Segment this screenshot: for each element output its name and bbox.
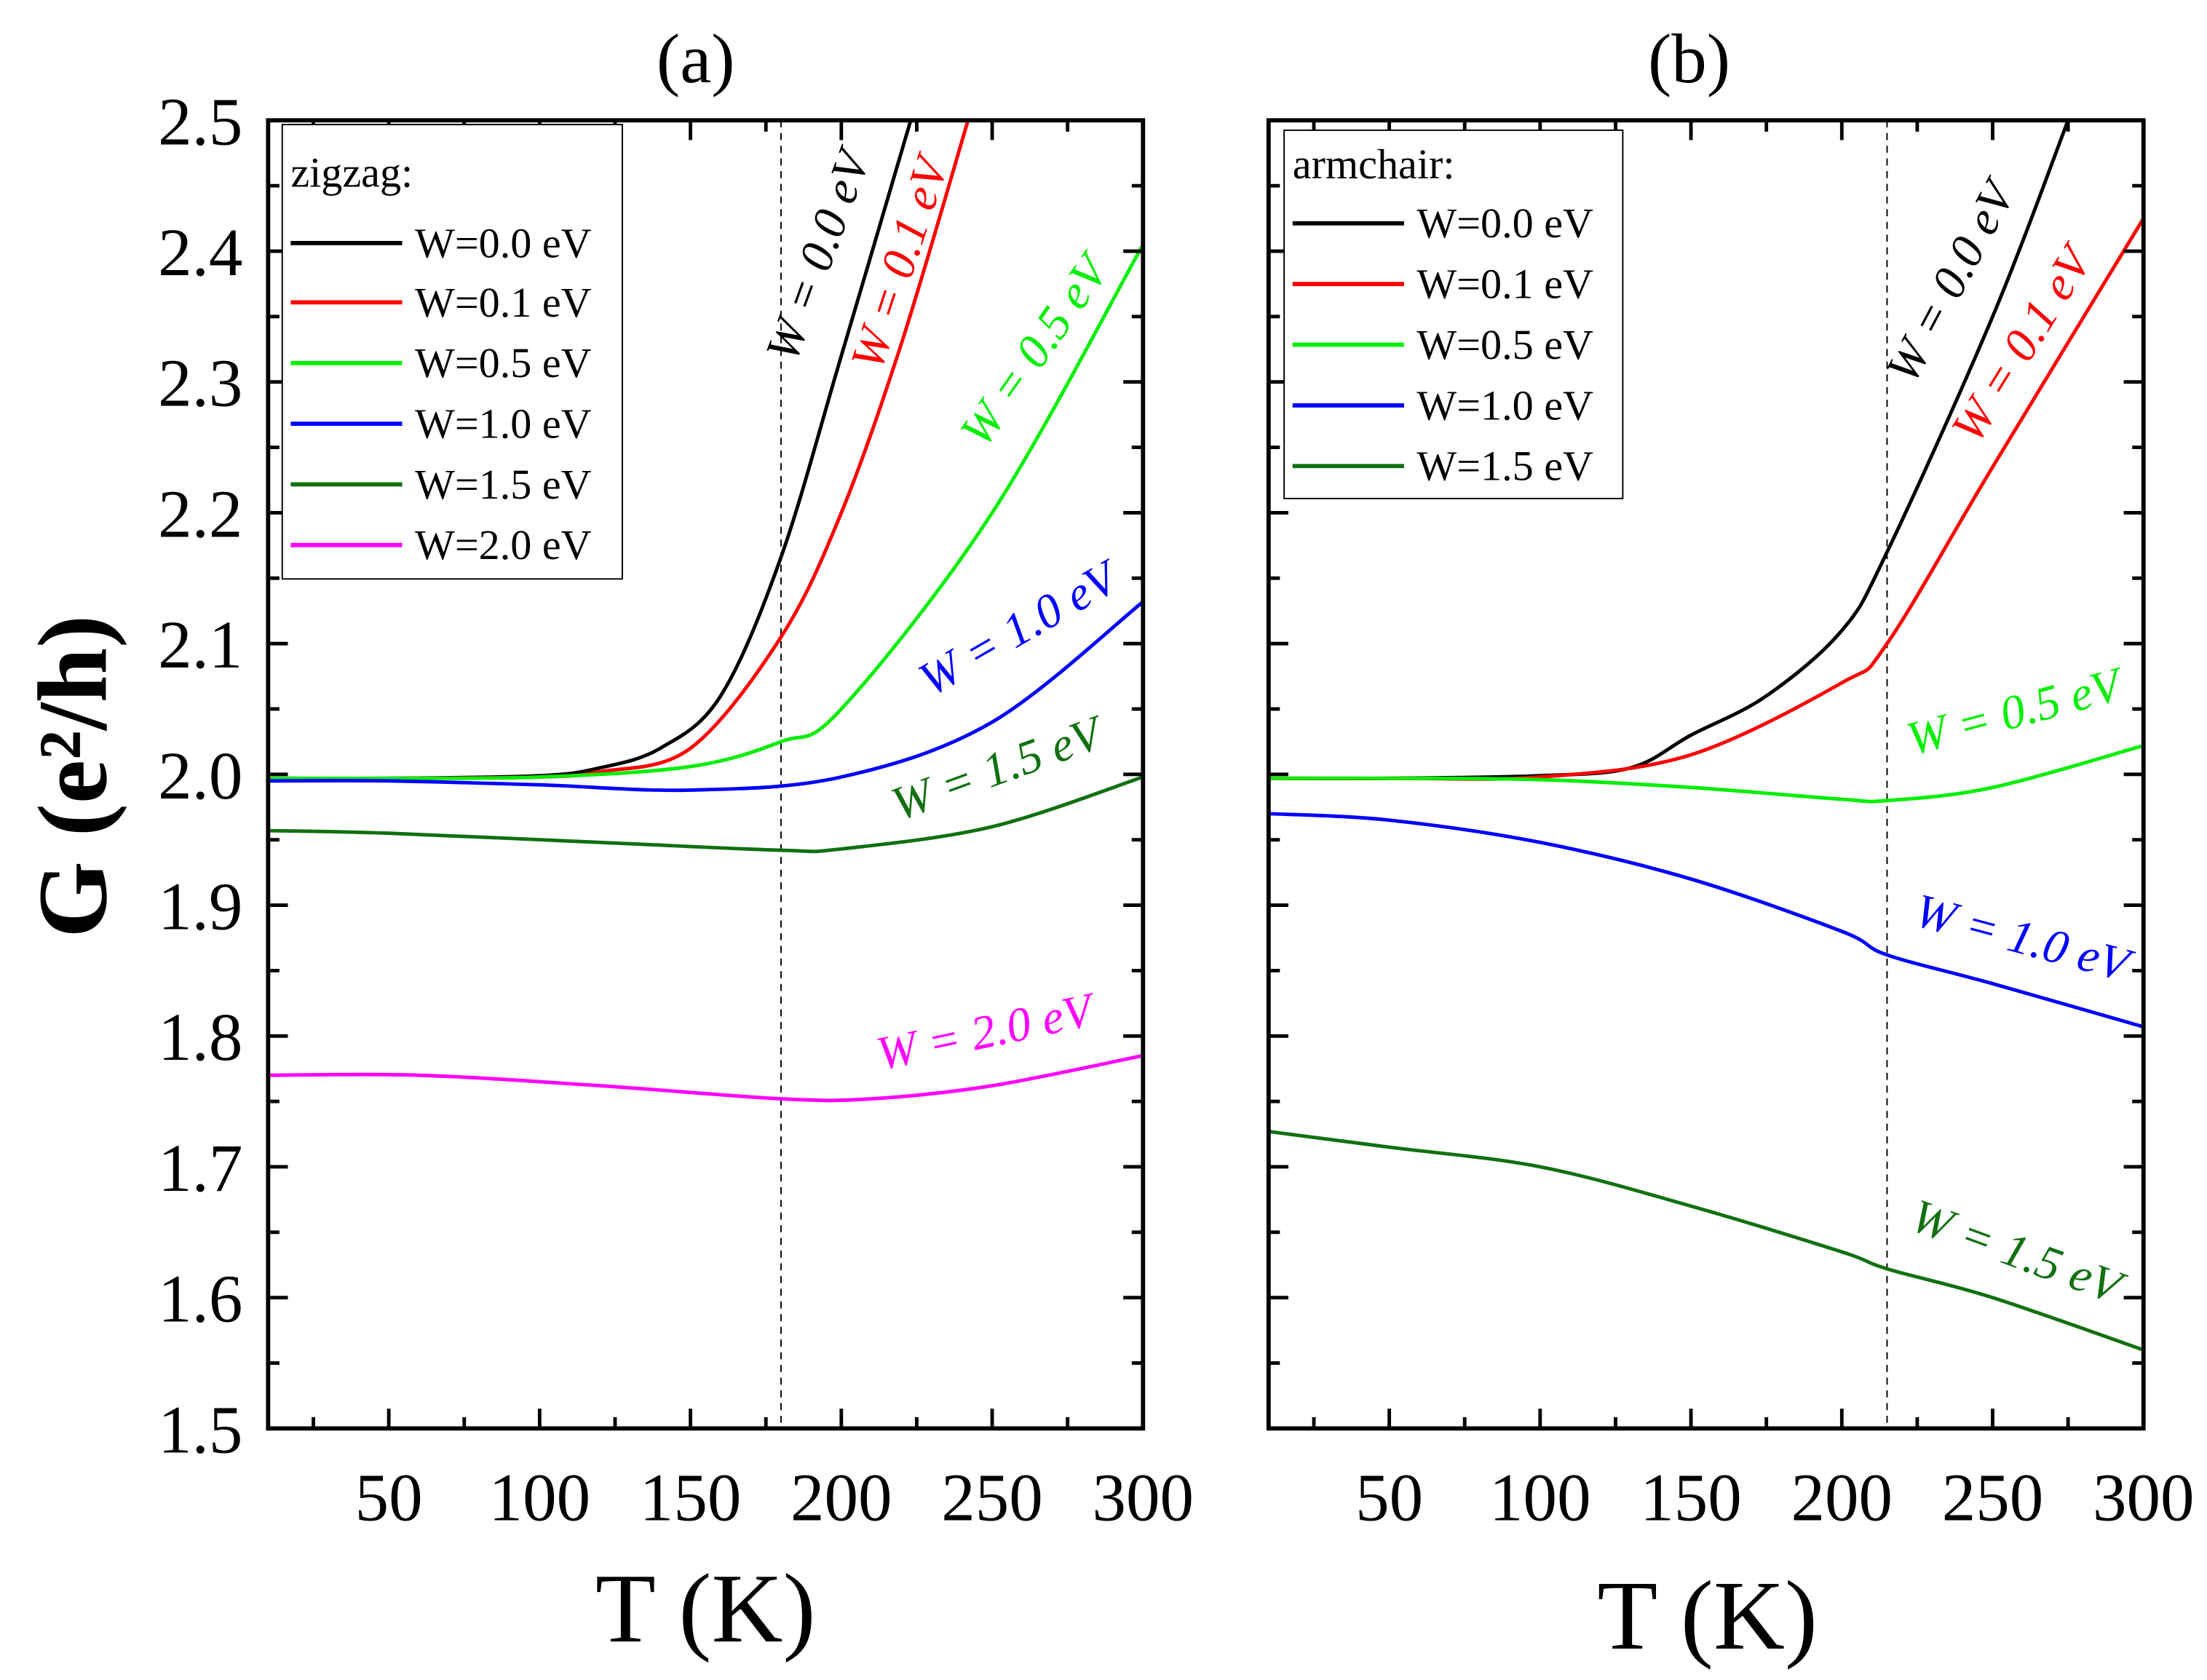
series-annotation: W = 1.5 eV bbox=[1904, 1189, 2133, 1316]
legend-box bbox=[281, 124, 623, 580]
series-line-W=1.0 eV bbox=[268, 600, 1144, 793]
y-tick-label: 1.9 bbox=[158, 870, 242, 945]
series-line-W=1.5 eV bbox=[1268, 1130, 2144, 1352]
panel-a: W = 0.0 eVW = 0.1 eVW = 0.5 eVW = 1.0 eV… bbox=[158, 84, 1194, 1535]
series-line-W=2.0 eV bbox=[268, 1053, 1144, 1103]
y-tick-label: 1.7 bbox=[158, 1131, 242, 1206]
legend-entry: W=1.0 eV bbox=[415, 400, 592, 447]
y-tick-label: 2.4 bbox=[158, 215, 242, 290]
x-tick-label: 250 bbox=[1942, 1460, 2044, 1535]
legend-entry: W=1.5 eV bbox=[1416, 443, 1593, 490]
x-tick-label: 200 bbox=[1791, 1460, 1893, 1535]
legend-entry: W=1.5 eV bbox=[415, 461, 592, 508]
x-tick-label: 150 bbox=[1640, 1460, 1742, 1535]
x-tick-label: 100 bbox=[1489, 1460, 1591, 1535]
y-tick-label: 2.5 bbox=[158, 84, 242, 159]
x-tick-label: 50 bbox=[355, 1460, 423, 1535]
x-tick-label: 100 bbox=[489, 1460, 591, 1535]
x-tick-label: 50 bbox=[1355, 1460, 1423, 1535]
y-tick-label: 2.0 bbox=[158, 739, 242, 814]
series-annotation: W = 0.5 eV bbox=[950, 242, 1122, 456]
x-tick-label: 250 bbox=[941, 1460, 1043, 1535]
x-tick-label: 300 bbox=[2093, 1460, 2195, 1535]
panel-a-title: (a) bbox=[657, 20, 735, 98]
series-annotation: W = 1.5 eV bbox=[884, 705, 1113, 831]
legend-entry: W=0.0 eV bbox=[1416, 199, 1593, 247]
x-tick-label: 300 bbox=[1092, 1460, 1194, 1535]
y-tick-label: 1.5 bbox=[158, 1392, 242, 1467]
series-line-W=0.5 eV bbox=[268, 243, 1144, 780]
legend-title: zigzag: bbox=[290, 148, 413, 196]
y-tick-label: 1.6 bbox=[158, 1262, 242, 1337]
y-tick-label: 2.3 bbox=[158, 346, 242, 421]
series-line-W=1.0 eV bbox=[1268, 812, 2144, 1029]
series-annotation: W = 0.5 eV bbox=[1901, 657, 2131, 766]
y-axis-label: G (e²/h) bbox=[18, 615, 127, 938]
y-tick-label: 2.2 bbox=[158, 477, 242, 552]
series-annotation: W = 1.0 eV bbox=[1909, 884, 2139, 993]
panel-b: W = 0.0 eVW = 0.1 eVW = 0.5 eVW = 1.0 eV… bbox=[1266, 118, 2195, 1535]
x-tick-label: 200 bbox=[791, 1460, 892, 1535]
panel-b-x-axis-label: T (K) bbox=[1597, 1561, 1818, 1671]
series-annotation: W = 1.0 eV bbox=[910, 549, 1130, 707]
series-line-W=0.5 eV bbox=[1268, 743, 2144, 804]
legend-entry: W=2.0 eV bbox=[415, 521, 592, 568]
legend-box bbox=[1283, 129, 1624, 499]
legend-entry: W=0.5 eV bbox=[1416, 321, 1593, 368]
y-tick-label: 2.1 bbox=[158, 608, 242, 683]
legend-entry: W=0.1 eV bbox=[1416, 261, 1593, 308]
legend-entry: W=0.1 eV bbox=[415, 279, 592, 326]
series-line-W=1.5 eV bbox=[268, 775, 1144, 854]
legend-title: armchair: bbox=[1293, 140, 1455, 188]
legend-entry: W=0.0 eV bbox=[415, 219, 592, 266]
legend-entry: W=1.0 eV bbox=[1416, 381, 1593, 429]
legend-entry: W=0.5 eV bbox=[415, 339, 592, 387]
panel-a-x-axis-label: T (K) bbox=[595, 1554, 816, 1663]
x-tick-label: 150 bbox=[640, 1460, 742, 1535]
legend: zigzag:W=0.0 eV W=0.1 eV W=0.5 eV W=1.0 eV W… bbox=[281, 124, 623, 580]
legend: armchair: W=0.0 eV W=0.1 eV W=0.5 eV W=1.0 e… bbox=[1283, 129, 1624, 499]
series-annotation: W = 2.0 eV bbox=[872, 983, 1102, 1081]
y-tick-label: 1.8 bbox=[158, 1000, 242, 1075]
panel-b-title: (b) bbox=[1648, 20, 1730, 98]
